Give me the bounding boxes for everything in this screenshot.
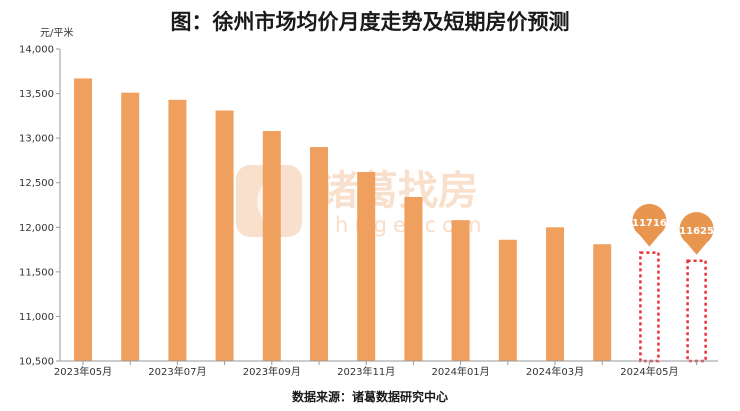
y-tick-label: 14,000 [19,45,54,56]
bars [74,78,612,362]
bar [121,92,140,362]
x-tick-label: 2024年01月 [432,365,490,378]
forecast-pin-icon [679,212,714,255]
y-tick-label: 13,000 [19,134,54,145]
bar [546,227,564,361]
bar [498,239,517,361]
y-axis-unit: 元/平米 [40,26,73,39]
y-tick-label: 10,500 [19,357,54,368]
y-tick-label: 13,500 [19,89,54,100]
x-tick-label: 2023年09月 [243,365,301,378]
forecast-value-label: 11625 [679,226,714,237]
y-axis: 14,000 13,500 13,000 12,500 12,000 11,500 11,0… [19,45,61,368]
bar [168,99,187,361]
bar [310,147,328,361]
y-tick-label: 11,500 [19,267,54,278]
bar [593,244,612,361]
data-source: 数据来源：诸葛数据研究中心 [292,389,448,404]
chart-title: 图：徐州市场均价月度走势及短期房价预测 [171,10,570,34]
bar [74,78,92,361]
forecast-bar [686,259,707,363]
bar [215,110,234,361]
y-tick-label: 11,000 [19,312,54,323]
x-tick-label: 2023年11月 [337,365,395,378]
x-tick-label: 2023年05月 [54,365,112,378]
forecast-pin-icon [632,203,667,247]
bar [262,131,281,361]
x-tick-label: 2023年07月 [148,365,206,378]
x-axis: 2023年05月 2023年07月 2023年09月 2023年11月 2024年01月… [54,360,718,378]
y-tick-label: 12,000 [19,223,54,234]
watermark: 诸葛找房 zhuge.com [236,165,481,237]
bar [451,220,470,361]
bar [404,196,423,361]
y-tick-label: 12,500 [19,178,54,189]
x-tick-label: 2024年05月 [620,365,678,378]
bar [357,172,376,361]
forecast-value-label: 11716 [632,218,667,229]
forecast-group: 11716 11625 [632,203,714,363]
watermark-text: 诸葛找房 [318,168,478,214]
x-tick-label: 2024年03月 [526,365,584,378]
forecast-bar [639,251,660,363]
